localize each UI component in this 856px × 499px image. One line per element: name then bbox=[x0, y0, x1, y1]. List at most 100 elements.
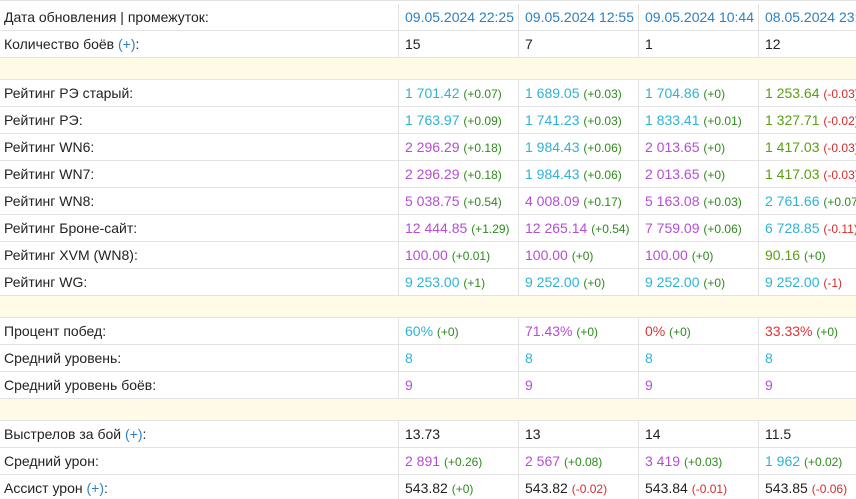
row-label: Рейтинг WN6: bbox=[0, 134, 398, 160]
section-spacer bbox=[0, 58, 856, 80]
value-cell: 12 444.85 (+1.29) bbox=[398, 215, 518, 241]
value-cell: 1 327.71 (-0.02) bbox=[758, 107, 856, 133]
table-row: Рейтинг WN6: 2 296.29 (+0.18) 1 984.43 (+0… bbox=[0, 134, 856, 161]
value: 2 567 bbox=[525, 453, 561, 469]
value: 1 984.43 bbox=[525, 139, 580, 155]
value: 1 962 bbox=[765, 453, 801, 469]
expand-link[interactable]: (+) bbox=[118, 36, 136, 52]
row-label: Средний уровень: bbox=[0, 345, 398, 371]
delta: (+0) bbox=[571, 249, 594, 263]
value: 5 163.08 bbox=[645, 193, 700, 209]
delta: (+1.29) bbox=[471, 222, 510, 236]
row-label: Ассист урон (+): bbox=[0, 475, 398, 499]
value-cell: 2 013.65 (+0) bbox=[638, 161, 758, 187]
value-cell: 6 728.85 (-0.11) bbox=[758, 215, 856, 241]
value: 9 252.00 bbox=[765, 274, 820, 290]
value-cell: 09.05.2024 10:44 bbox=[638, 4, 758, 30]
value-cell: 08.05.2024 23:28 bbox=[758, 4, 856, 30]
row-label: Рейтинг WN7: bbox=[0, 161, 398, 187]
value-cell: 15 bbox=[398, 31, 518, 57]
row-label: Рейтинг РЭ: bbox=[0, 107, 398, 133]
value: 11.5 bbox=[765, 426, 792, 442]
table-row: Рейтинг XVM (WN8): 100.00 (+0.01) 100.00 (… bbox=[0, 242, 856, 269]
value-cell: 2 013.65 (+0) bbox=[638, 134, 758, 160]
value: 543.85 bbox=[765, 480, 808, 496]
label-text: Рейтинг WN7: bbox=[4, 166, 95, 182]
value: 1 701.42 bbox=[405, 85, 460, 101]
value-cell: 100.00 (+0.01) bbox=[398, 242, 518, 268]
value-cell: 2 296.29 (+0.18) bbox=[398, 134, 518, 160]
delta: (+0.06) bbox=[583, 168, 622, 182]
value: 2 013.65 bbox=[645, 139, 700, 155]
value: 7 bbox=[525, 36, 533, 52]
value: 5 038.75 bbox=[405, 193, 460, 209]
label-text: Средний уровень боёв: bbox=[4, 377, 157, 393]
row-label: Рейтинг XVM (WN8): bbox=[0, 242, 398, 268]
label-text: Дата обновления | промежуток: bbox=[4, 9, 209, 25]
label-text: Рейтинг WN8: bbox=[4, 193, 95, 209]
value: 71.43% bbox=[525, 323, 573, 339]
delta: (+0.03) bbox=[583, 87, 622, 101]
delta: (+0.01) bbox=[703, 114, 742, 128]
delta: (-0.02) bbox=[823, 114, 856, 128]
delta: (+0) bbox=[436, 325, 459, 339]
row-label: Процент побед: bbox=[0, 318, 398, 344]
value-cell: 11.5 bbox=[758, 421, 856, 447]
label-text: Процент побед: bbox=[4, 323, 107, 339]
delta: (-1) bbox=[823, 276, 843, 290]
expand-link[interactable]: (+) bbox=[86, 480, 105, 496]
value-cell: 14 bbox=[638, 421, 758, 447]
value-cell: 1 833.41 (+0.01) bbox=[638, 107, 758, 133]
value-cell: 1 689.05 (+0.03) bbox=[518, 80, 638, 106]
value: 8 bbox=[525, 350, 533, 366]
delta: (+0) bbox=[691, 249, 714, 263]
expand-link[interactable]: (+) bbox=[124, 426, 143, 442]
row-label: Количество боёв (+): bbox=[0, 31, 398, 57]
value-cell: 1 984.43 (+0.06) bbox=[518, 134, 638, 160]
value: 1 763.97 bbox=[405, 112, 460, 128]
value: 2 761.66 bbox=[765, 193, 820, 209]
value-cell: 543.82 (-0.02) bbox=[518, 475, 638, 499]
value-cell: 60% (+0) bbox=[398, 318, 518, 344]
value: 100.00 bbox=[405, 247, 448, 263]
value-cell: 9 252.00 (+0) bbox=[518, 269, 638, 295]
table-row: Рейтинг WG: 9 253.00 (+1) 9 252.00 (+0) 9 2… bbox=[0, 269, 856, 296]
section-spacer bbox=[0, 296, 856, 318]
value-cell: 1 253.64 (-0.03) bbox=[758, 80, 856, 106]
value: 1 704.86 bbox=[645, 85, 700, 101]
label-text: Рейтинг Броне-сайт: bbox=[4, 220, 138, 236]
table-row: Ассист урон (+): 543.82 (+0) 543.82 (-0.02… bbox=[0, 475, 856, 499]
value-cell: 2 567 (+0.08) bbox=[518, 448, 638, 474]
label-text: Рейтинг XVM (WN8): bbox=[4, 247, 138, 263]
table-row: Рейтинг РЭ: 1 763.97 (+0.09) 1 741.23 (+0.… bbox=[0, 107, 856, 134]
value-cell: 8 bbox=[758, 345, 856, 371]
value-cell: 543.84 (-0.01) bbox=[638, 475, 758, 499]
delta: (-0.02) bbox=[571, 482, 608, 496]
delta: (+0.06) bbox=[583, 141, 622, 155]
value-cell: 5 163.08 (+0.03) bbox=[638, 188, 758, 214]
value: 15 bbox=[405, 36, 421, 52]
value-cell: 09.05.2024 22:25 bbox=[398, 4, 518, 30]
label-tail: : bbox=[135, 36, 140, 52]
value: 1 689.05 bbox=[525, 85, 580, 101]
delta: (+0.03) bbox=[703, 195, 742, 209]
value: 12 bbox=[765, 36, 781, 52]
delta: (-0.03) bbox=[823, 168, 856, 182]
table-row: Рейтинг РЭ старый: 1 701.42 (+0.07) 1 689.… bbox=[0, 80, 856, 107]
row-label: Выстрелов за бой (+): bbox=[0, 421, 398, 447]
label-text: Рейтинг РЭ старый: bbox=[4, 85, 134, 101]
value: 9 252.00 bbox=[645, 274, 700, 290]
value-cell: 543.85 (-0.06) bbox=[758, 475, 856, 499]
delta: (+0.01) bbox=[451, 249, 491, 263]
value: 9 bbox=[405, 377, 413, 393]
value: 543.82 bbox=[525, 480, 568, 496]
row-label: Рейтинг WN8: bbox=[0, 188, 398, 214]
value: 9 bbox=[765, 377, 773, 393]
value-cell: 9 252.00 (+0) bbox=[638, 269, 758, 295]
row-label: Рейтинг WG: bbox=[0, 269, 398, 295]
value: 9 253.00 bbox=[405, 274, 460, 290]
table-row: Дата обновления | промежуток: 09.05.2024 … bbox=[0, 4, 856, 31]
value: 543.82 bbox=[405, 480, 448, 496]
value: 3 419 bbox=[645, 453, 681, 469]
value-cell: 8 bbox=[638, 345, 758, 371]
